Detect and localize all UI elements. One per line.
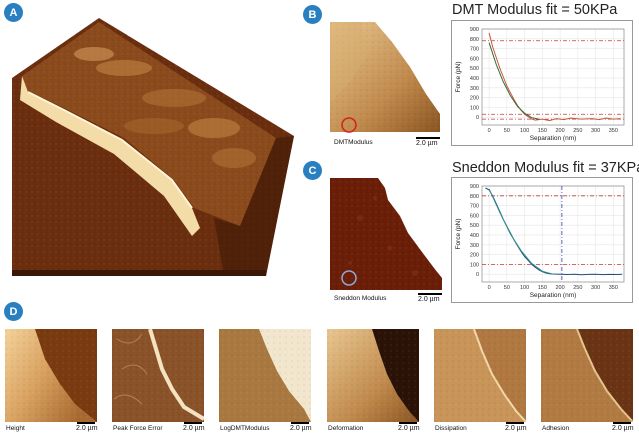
y-tick-label: 800	[470, 37, 479, 43]
y-tick-label: 500	[470, 66, 479, 72]
thumbnail-deformation-image	[327, 329, 419, 422]
panel-label-c: C	[303, 161, 322, 180]
thumbnail-dissipation-scale-label: 2.0 µm	[505, 425, 527, 432]
y-tick-label: 700	[470, 47, 479, 53]
dmt-contact-marker	[341, 117, 357, 133]
series-line-0	[488, 32, 621, 122]
y-tick-label: 500	[470, 223, 479, 229]
y-tick-label: 200	[470, 96, 479, 102]
x-axis-label: Separation (nm)	[530, 135, 577, 142]
thumbnail-peak-force-error-caption: Peak Force Error	[113, 425, 163, 432]
x-tick-label: 100	[520, 285, 529, 291]
sneddon-scale-label: 2.0 µm	[418, 296, 440, 303]
x-tick-label: 200	[556, 285, 565, 291]
thumbnail-log-dmt-modulus-image	[219, 329, 311, 422]
thumbnail-height-caption: Height	[6, 425, 25, 432]
x-tick-label: 50	[504, 128, 510, 134]
panel-label-d: D	[4, 302, 23, 321]
thumbnail-log-dmt-modulus-caption: LogDMTModulus	[220, 425, 270, 432]
x-tick-label: 300	[591, 285, 600, 291]
thumbnail-adhesion-image	[541, 329, 633, 422]
thumbnail-adhesion-scalebar	[613, 422, 631, 424]
x-tick-label: 250	[573, 128, 582, 134]
thumbnail-deformation-caption: Deformation	[328, 425, 364, 432]
sneddon-chart-svg: 0 50 100 150 200 250 300 350 0 100 200 300 400 500 600…	[455, 184, 625, 299]
series-line-1	[488, 42, 539, 120]
y-tick-label: 200	[470, 253, 479, 259]
thumbnail-peak-force-error-scalebar	[184, 422, 202, 424]
x-tick-label: 0	[488, 285, 491, 291]
x-tick-label: 200	[556, 128, 565, 134]
thumbnail-height-image	[5, 329, 97, 422]
y-tick-label: 800	[470, 194, 479, 200]
x-tick-label: 0	[488, 128, 491, 134]
plot-area	[481, 28, 625, 126]
panel-label-a: A	[4, 3, 23, 22]
sneddon-modulus-image	[330, 178, 442, 290]
dmt-force-chart: 0 50 100 150 200 250 300 350 0 100 200 300 400 500 600…	[451, 20, 633, 146]
x-tick-label: 350	[609, 128, 618, 134]
y-tick-label: 400	[470, 233, 479, 239]
y-tick-label: 400	[470, 76, 479, 82]
thumbnail-peak-force-error-scale-label: 2.0 µm	[183, 425, 205, 432]
thumbnail-height-scalebar	[77, 422, 95, 424]
x-tick-label: 150	[538, 128, 547, 134]
thumbnail-dissipation-scalebar	[506, 422, 524, 424]
thumbnail-deformation-scale-label: 2.0 µm	[398, 425, 420, 432]
thumbnail-log-dmt-modulus-scalebar	[291, 422, 309, 424]
thumbnail-dissipation-image	[434, 329, 526, 422]
y-tick-label: 300	[470, 86, 479, 92]
thumbnail-height-scale-label: 2.0 µm	[76, 425, 98, 432]
dmt-image-caption: DMTModulus	[334, 139, 373, 146]
dmt-scalebar	[416, 137, 440, 139]
sneddon-force-chart: 0 50 100 150 200 250 300 350 0 100 200 300 400 500 600…	[451, 177, 633, 303]
series-line-0	[485, 187, 623, 276]
dmt-chart-title: DMT Modulus fit = 50KPa	[452, 2, 618, 18]
series-line-1	[488, 188, 554, 275]
plot-area	[481, 185, 625, 283]
dmt-chart-svg: 0 50 100 150 200 250 300 350 0 100 200 300 400 500 600…	[455, 27, 625, 142]
thumbnail-adhesion-caption: Adhesion	[542, 425, 570, 432]
x-tick-label: 100	[520, 128, 529, 134]
y-tick-label: 300	[470, 243, 479, 249]
y-axis-label: Force (pN)	[455, 218, 462, 249]
x-tick-label: 50	[504, 285, 510, 291]
x-tick-label: 300	[591, 128, 600, 134]
y-tick-label: 600	[470, 213, 479, 219]
thumbnail-log-dmt-modulus-scale-label: 2.0 µm	[290, 425, 312, 432]
thumbnail-deformation-scalebar	[399, 422, 417, 424]
sneddon-scalebar	[418, 293, 442, 295]
panel-label-b: B	[303, 5, 322, 24]
y-tick-label: 600	[470, 56, 479, 62]
y-tick-label: 0	[476, 272, 479, 278]
x-axis-label: Separation (nm)	[530, 292, 577, 299]
sneddon-image-caption: Sneddon Modulus	[334, 295, 387, 302]
x-tick-label: 350	[609, 285, 618, 291]
y-tick-label: 100	[470, 105, 479, 111]
x-tick-label: 250	[573, 285, 582, 291]
y-tick-label: 900	[470, 184, 479, 190]
dmt-scale-label: 2.0 µm	[416, 140, 438, 147]
thumbnail-dissipation-caption: Dissipation	[435, 425, 467, 432]
y-tick-label: 700	[470, 204, 479, 210]
thumbnail-adhesion-scale-label: 2.0 µm	[612, 425, 634, 432]
x-tick-label: 150	[538, 285, 547, 291]
sneddon-chart-title: Sneddon Modulus fit = 37KPa	[452, 160, 639, 176]
thumbnail-peak-force-error-image	[112, 329, 204, 422]
sneddon-contact-marker	[341, 270, 357, 286]
dmt-modulus-image	[330, 22, 440, 132]
afm-3d-topography-image	[12, 18, 294, 276]
y-tick-label: 100	[470, 262, 479, 268]
y-tick-label: 0	[476, 115, 479, 121]
y-tick-label: 900	[470, 27, 479, 33]
y-axis-label: Force (pN)	[455, 61, 462, 92]
